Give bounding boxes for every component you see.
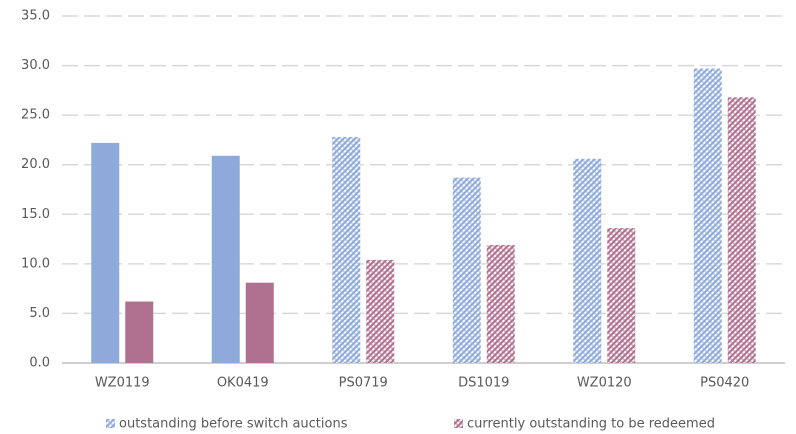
y-tick-label: 5.0	[29, 306, 50, 321]
x-tick-label: WZ0120	[577, 376, 632, 391]
x-tick-label: WZ0119	[95, 376, 150, 391]
bar	[332, 136, 361, 363]
bar	[486, 245, 515, 363]
bar	[727, 97, 756, 363]
x-tick-label: OK0419	[217, 376, 269, 391]
bar	[607, 228, 636, 363]
bar	[125, 301, 154, 363]
legend-label: outstanding before switch auctions	[119, 417, 348, 432]
y-tick-label: 35.0	[21, 9, 50, 24]
y-tick-label: 0.0	[29, 356, 50, 371]
bar	[366, 259, 395, 363]
y-tick-label: 10.0	[21, 256, 50, 271]
y-tick-label: 15.0	[21, 207, 50, 222]
x-tick-label: DS1019	[458, 376, 509, 391]
bar	[211, 155, 240, 363]
legend-swatch	[454, 419, 463, 428]
y-tick-label: 20.0	[21, 157, 50, 172]
bar	[245, 282, 274, 363]
x-tick-label: PS0420	[700, 376, 749, 391]
legend-swatch	[106, 419, 115, 428]
y-tick-label: 30.0	[21, 58, 50, 73]
x-tick-label: PS0719	[339, 376, 388, 391]
bar	[452, 177, 481, 363]
bar	[91, 142, 120, 363]
y-tick-label: 25.0	[21, 108, 50, 123]
legend-label: currently outstanding to be redeemed	[467, 417, 715, 432]
bar	[693, 68, 722, 363]
bar	[573, 158, 602, 363]
